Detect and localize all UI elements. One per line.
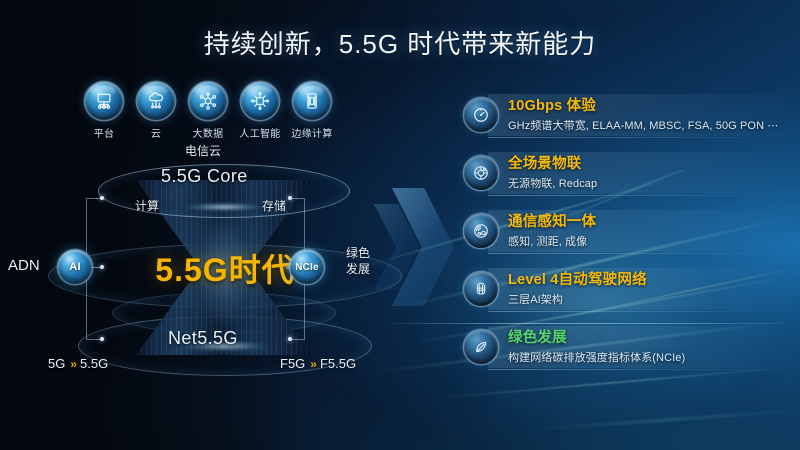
row-text: Level 4自动驾驶网络 三层AI架构 [508,271,647,307]
connector-dot [288,337,292,341]
evolution-to: F5.5G [319,356,357,371]
capability-row-sensing[interactable]: 通信感知一体 感知, 测距, 成像 [460,208,796,254]
row-background [488,326,796,370]
row-text: 通信感知一体 感知, 测距, 成像 [508,213,596,249]
ai-badge[interactable]: AI [58,250,92,284]
row-background [488,210,796,254]
row-background [488,152,796,196]
sensing-radar-icon [464,214,498,248]
hourglass-architecture-diagram: 电信云 5.5G Core 计算 存储 Net5.5G ADN 绿色 发展 5.5… [8,140,410,385]
evolution-to: 5.5G [80,356,109,371]
big-data-icon [189,82,227,120]
evolution-path-mobile: 5G » 5.5G [48,356,108,371]
row-text: 10Gbps 体验 GHz频谱大带宽, ELAA-MM, MBSC, FSA, … [508,97,778,133]
capability-subtitle: 构建网络碳排放强度指标体系(NCIe) [508,352,686,365]
capability-row-iot[interactable]: 全场景物联 无源物联, Redcap [460,150,796,196]
top-capability-label: 云 [150,129,162,140]
connector-line [92,267,104,268]
edge-computing-icon [293,82,331,120]
speedometer-icon [464,98,498,132]
diagram-ring-top [98,164,350,218]
ncie-badge[interactable]: NCIe [290,250,324,284]
chevron-right-icon: » [70,356,77,371]
top-capability-label: 人工智能 [239,129,281,140]
capability-title: 10Gbps 体验 [508,97,597,114]
core-label: 5.5G Core [161,166,248,186]
capability-subtitle: 无源物联, Redcap [508,178,598,191]
top-capability-platform[interactable]: 平台 [84,82,124,140]
net-label: Net5.5G [168,328,238,348]
core-glow [170,202,278,212]
capability-title: 全场景物联 [508,155,582,172]
top-capability-label: 大数据 [192,129,224,140]
capability-row-green-development[interactable]: 绿色发展 构建网络碳排放强度指标体系(NCIe) [460,324,796,370]
row-text: 绿色发展 构建网络碳排放强度指标体系(NCIe) [508,329,685,365]
capability-row-autonomous-network[interactable]: Level 4自动驾驶网络 三层AI架构 [460,266,796,312]
top-capability-icon-row: 平台 云 大数据 [84,82,332,140]
top-capability-label: 平台 [93,129,115,140]
row-background [488,94,796,138]
evolution-from: F5G [280,356,306,371]
autonomous-brain-icon [464,272,498,306]
base-glow [166,340,282,352]
chevron-right-icon: » [310,356,317,371]
row-text: 全场景物联 无源物联, Redcap [508,155,597,191]
leaf-icon [464,330,498,364]
iot-network-icon [464,156,498,190]
top-capability-big-data[interactable]: 大数据 [188,82,228,140]
telecom-cloud-label: 电信云 [185,144,222,158]
capability-title: 通信感知一体 [508,213,597,230]
background-horizon-line [380,323,800,324]
compute-label: 计算 [135,199,160,213]
connector-dot [288,196,292,200]
row-background [488,268,796,312]
green-development-label: 绿色 发展 [346,246,371,277]
cloud-icon [137,82,175,120]
top-capability-ai[interactable]: 人工智能 [239,82,281,140]
evolution-from: 5G [48,356,66,371]
capability-title: Level 4自动驾驶网络 [508,271,647,288]
ai-chip-icon [241,82,279,120]
top-capability-cloud[interactable]: 云 [136,82,176,140]
storage-label: 存储 [262,199,287,213]
connector-dot [100,196,104,200]
capability-title: 绿色发展 [508,329,567,346]
evolution-path-fixed: F5G » F5.5G [280,356,356,371]
hourglass-highlight [190,196,258,346]
era-headline: 5.5G时代 [155,252,295,288]
capability-subtitle: 三层AI架构 [508,294,563,307]
top-capability-edge-computing[interactable]: 边缘计算 [291,82,333,140]
top-capability-label: 边缘计算 [291,129,333,140]
capability-row-10gbps[interactable]: 10Gbps 体验 GHz频谱大带宽, ELAA-MM, MBSC, FSA, … [460,92,796,138]
capability-subtitle: 感知, 测距, 成像 [508,236,588,249]
page-title: 持续创新，5.5G 时代带来新能力 [203,29,597,59]
capability-subtitle: GHz频谱大带宽, ELAA-MM, MBSC, FSA, 50G PON ⋯ [508,120,779,133]
capability-list: 10Gbps 体验 GHz频谱大带宽, ELAA-MM, MBSC, FSA, … [460,92,796,382]
platform-icon [85,82,123,120]
connector-dot [100,337,104,341]
adn-label: ADN [8,257,40,274]
